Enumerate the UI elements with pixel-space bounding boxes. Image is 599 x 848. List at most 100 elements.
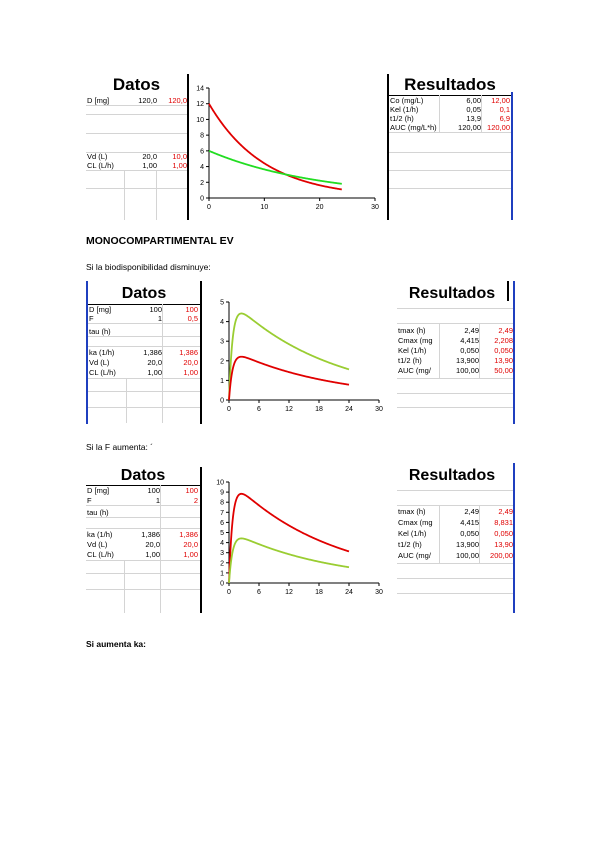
- paragraph: Si la biodisponibilidad disminuye:: [86, 262, 211, 272]
- row-value-modified: 1,00: [183, 368, 198, 377]
- row-value-modified: 6,9: [499, 114, 510, 123]
- datos-row: F 1 2: [86, 496, 200, 505]
- resultados-row: tmax (h) 2,49 2,49: [397, 507, 515, 516]
- row-label: F: [87, 496, 92, 505]
- row-value-modified: 50,00: [494, 366, 513, 375]
- resultados-row: Kel (1/h) 0,050 0,050: [397, 529, 515, 538]
- row-label: Cmax (mg: [398, 518, 433, 527]
- row-value-modified: 0,050: [494, 529, 513, 538]
- row-value: 1: [157, 314, 162, 323]
- datos-row: tau (h): [88, 327, 200, 336]
- row-label: tmax (h): [398, 326, 426, 335]
- row-label: D [mg]: [87, 96, 110, 105]
- y-tick-label: 2: [220, 358, 224, 365]
- datos-row: D [mg] 100 100: [86, 486, 200, 495]
- row-value-modified: 120,00: [487, 123, 510, 132]
- x-tick-label: 0: [207, 204, 211, 211]
- row-value: 0,05: [466, 105, 481, 114]
- resultados-table: Resultados Co (mg/L) 6,00 12,00 Kel (1/h…: [389, 74, 511, 220]
- y-tick-label: 10: [196, 117, 204, 124]
- y-tick-label: 0: [220, 398, 224, 405]
- datos-row: Vd (L) 20,0 20,0: [88, 358, 200, 367]
- row-label: AUC (mg/: [398, 551, 431, 560]
- row-label: ka (1/h): [87, 530, 113, 539]
- row-value: 0,050: [460, 529, 479, 538]
- row-value-modified: 0,5: [187, 314, 198, 323]
- row-label: tmax (h): [398, 507, 426, 516]
- row-value: 1: [155, 496, 160, 505]
- resultados-title: Resultados: [408, 285, 496, 302]
- datos-row: CL (L/h) 1,00 1,00: [86, 161, 187, 170]
- series-line: [208, 103, 342, 191]
- row-label: t1/2 (h): [390, 114, 414, 123]
- resultados-row: Co (mg/L) 6,00 12,00: [389, 96, 511, 105]
- datos-row: Vd (L) 20,0 10,0: [86, 152, 187, 161]
- x-tick-label: 18: [315, 589, 323, 596]
- row-value: 120,00: [458, 123, 481, 132]
- resultados-table: Resultados tmax (h) 2,49 2,49 Cmax (mg 4…: [397, 283, 515, 423]
- y-tick-label: 7: [220, 510, 224, 517]
- row-value-modified: 0,050: [494, 346, 513, 355]
- row-value-modified: 100: [185, 486, 198, 495]
- y-tick-label: 0: [200, 196, 204, 203]
- resultados-row: Kel (1/h) 0,050 0,050: [397, 346, 515, 355]
- resultados-row: tmax (h) 2,49 2,49: [397, 326, 515, 335]
- y-tick-label: 3: [220, 339, 224, 346]
- row-label: Kel (1/h): [398, 529, 427, 538]
- row-label: AUC (mg/: [398, 366, 431, 375]
- row-value: 100,00: [456, 366, 479, 375]
- datos-row: ka (1/h) 1,386 1,386: [86, 530, 200, 539]
- y-tick-label: 6: [220, 520, 224, 527]
- y-tick-label: 1: [220, 570, 224, 577]
- x-tick-label: 10: [260, 204, 268, 211]
- row-value-modified: 8,831: [494, 518, 513, 527]
- x-tick-label: 18: [315, 406, 323, 413]
- datos-row: ka (1/h) 1,386 1,386: [88, 348, 200, 357]
- row-value-modified: 120,0: [168, 96, 187, 105]
- datos-table: Datos D [mg] 100 100 F 1 0,5 tau (h) ka …: [88, 283, 200, 423]
- datos-row: CL (L/h) 1,00 1,00: [88, 368, 200, 377]
- row-value: 20,0: [145, 540, 160, 549]
- row-value: 4,415: [460, 518, 479, 527]
- datos-row: Vd (L) 20,0 20,0: [86, 540, 200, 549]
- series-line: [228, 355, 350, 401]
- datos-title: Datos: [112, 75, 161, 94]
- series-line: [208, 150, 342, 185]
- row-value-modified: 2: [193, 496, 198, 505]
- row-label: Vd (L): [87, 152, 108, 161]
- row-label: CL (L/h): [87, 161, 114, 170]
- paragraph: Si la F aumenta: ´: [86, 442, 154, 452]
- x-tick-label: 6: [257, 406, 261, 413]
- row-value: 120,0: [138, 96, 157, 105]
- resultados-row: t1/2 (h) 13,9 6,9: [389, 114, 511, 123]
- y-tick-label: 14: [196, 86, 204, 93]
- x-tick-label: 24: [345, 589, 353, 596]
- datos-row: D [mg] 100 100: [88, 305, 200, 314]
- row-value-modified: 20,0: [183, 540, 198, 549]
- x-tick-label: 6: [257, 589, 261, 596]
- row-value-modified: 2,49: [498, 326, 513, 335]
- row-value-modified: 0,1: [499, 105, 510, 114]
- datos-row: tau (h): [86, 508, 200, 517]
- row-value: 1,00: [147, 368, 162, 377]
- resultados-row: Cmax (mg 4,415 2,208: [397, 336, 515, 345]
- row-value: 13,9: [466, 114, 481, 123]
- row-value: 13,900: [456, 356, 479, 365]
- y-tick-label: 5: [220, 530, 224, 537]
- row-label: Cmax (mg: [398, 336, 433, 345]
- series-line: [228, 312, 350, 401]
- row-label: tau (h): [89, 327, 111, 336]
- row-label: Kel (1/h): [398, 346, 427, 355]
- resultados-table: Resultados tmax (h) 2,49 2,49 Cmax (mg 4…: [397, 463, 515, 613]
- row-value: 2,49: [464, 326, 479, 335]
- row-value: 13,900: [456, 540, 479, 549]
- x-tick-label: 0: [227, 406, 231, 413]
- row-value-modified: 12,00: [491, 96, 510, 105]
- row-label: tau (h): [87, 508, 109, 517]
- row-value: 20,0: [147, 358, 162, 367]
- x-tick-label: 30: [375, 589, 383, 596]
- y-tick-label: 6: [200, 148, 204, 155]
- row-value: 100: [147, 486, 160, 495]
